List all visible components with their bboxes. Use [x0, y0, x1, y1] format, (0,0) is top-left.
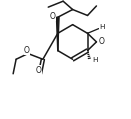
Text: H: H [100, 24, 105, 30]
Polygon shape [56, 17, 59, 51]
Text: O: O [50, 12, 56, 21]
Text: O: O [24, 46, 30, 55]
Text: O: O [36, 66, 42, 75]
Text: H: H [92, 57, 97, 62]
Text: O: O [99, 37, 105, 46]
